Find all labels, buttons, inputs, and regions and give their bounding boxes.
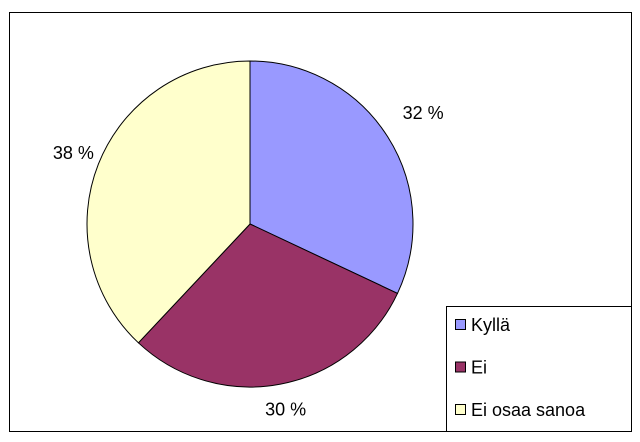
pie-slice	[249, 60, 414, 295]
pie-slice	[86, 60, 251, 344]
data-label: 32 %	[403, 103, 444, 123]
legend-label: Ei osaa sanoa	[471, 400, 586, 420]
legend-swatch	[455, 319, 466, 330]
data-label: 30 %	[265, 399, 306, 419]
legend-label: Kyllä	[471, 315, 511, 335]
pie-slice	[137, 223, 399, 388]
data-label: 38 %	[53, 143, 94, 163]
legend-swatch	[455, 404, 466, 415]
legend-swatch	[455, 361, 466, 373]
legend-frame	[446, 306, 632, 432]
legend-label: Ei	[471, 357, 487, 377]
